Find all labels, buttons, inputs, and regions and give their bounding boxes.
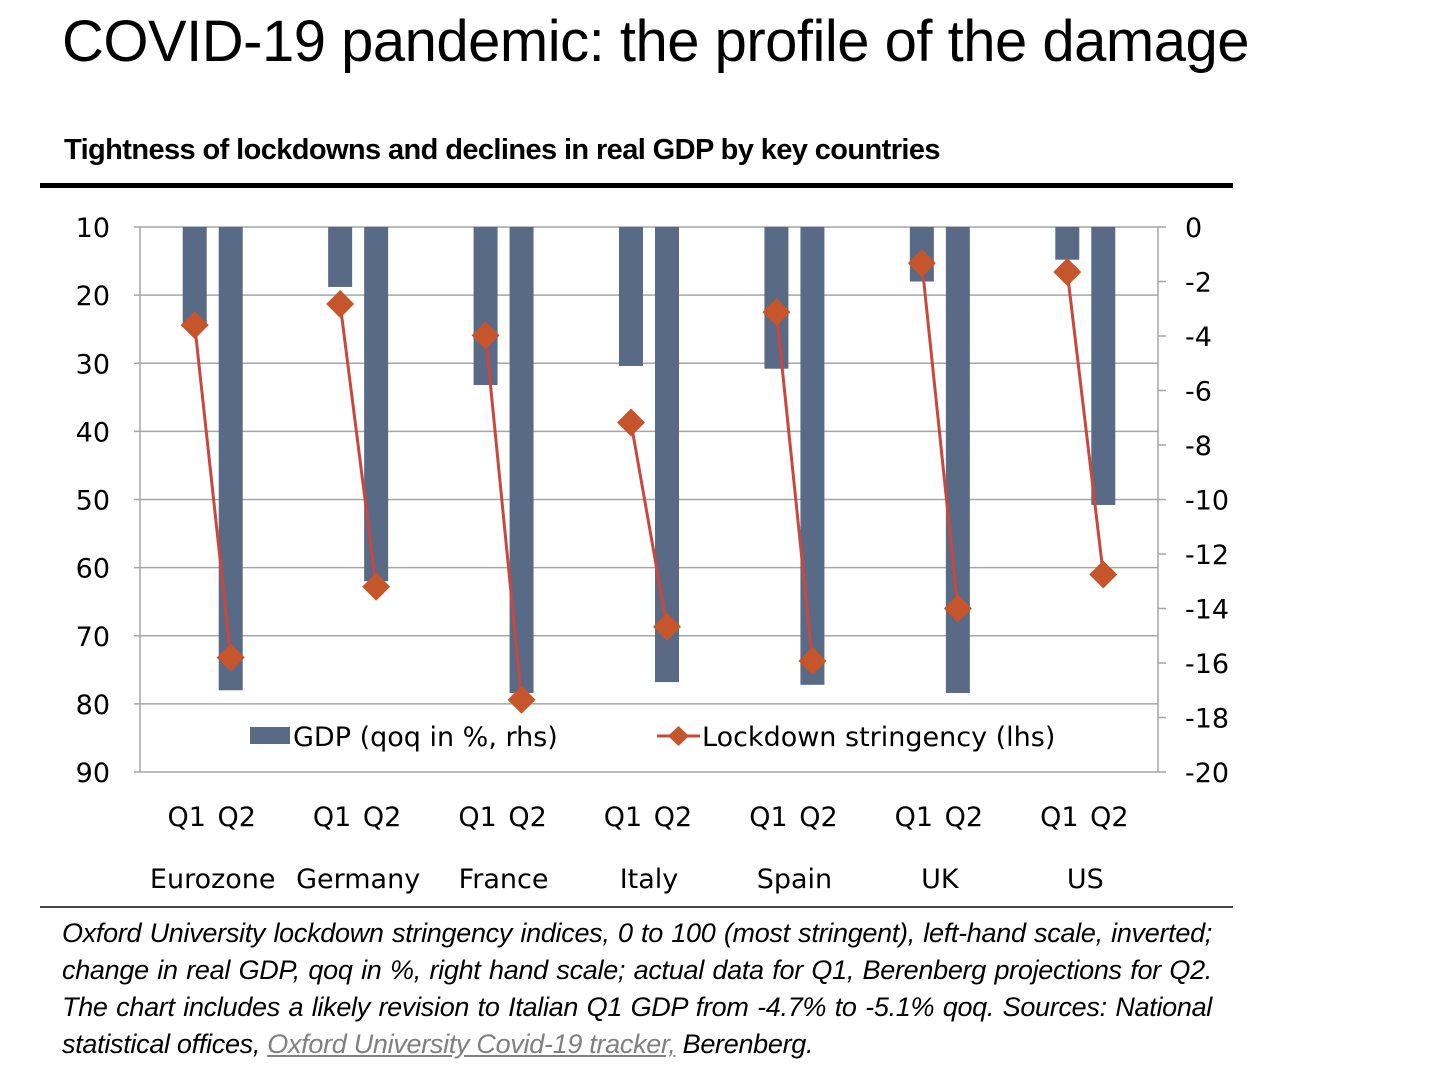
gdp-bar-france-q1 <box>473 227 498 386</box>
left-tick-label: 40 <box>76 417 110 448</box>
legend: GDP (qoq in %, rhs) Lockdown stringency … <box>250 722 1055 753</box>
right-tick-label: -12 <box>1185 540 1229 571</box>
left-tick-label: 80 <box>76 690 110 721</box>
right-tick-label: -18 <box>1185 704 1229 735</box>
left-tick-label: 10 <box>76 213 110 244</box>
quarter-label: Q2 <box>363 802 401 833</box>
left-tick-label: 70 <box>76 622 110 653</box>
stringency-marker-spain-q2 <box>798 646 827 675</box>
quarter-label: Q1 <box>749 802 787 833</box>
right-tick-label: -14 <box>1185 595 1229 626</box>
country-label: UK <box>921 864 960 895</box>
stringency-marker-france-q1 <box>471 321 500 350</box>
stringency-markers <box>180 249 1118 714</box>
legend-stringency-label: Lockdown stringency (lhs) <box>702 722 1055 753</box>
left-tick-label: 30 <box>76 349 110 380</box>
chart-subtitle: Tightness of lockdowns and declines in r… <box>64 134 941 166</box>
quarter-label: Q2 <box>945 802 983 833</box>
page-title: COVID-19 pandemic: the profile of the da… <box>62 9 1250 74</box>
stringency-marker-eurozone-q2 <box>216 643 245 672</box>
quarter-label: Q1 <box>604 802 642 833</box>
stringency-lines <box>193 262 1105 700</box>
quarter-label: Q2 <box>1090 802 1128 833</box>
right-axis-ticks: 0 -2 -4 -6 -8 -10 -12 -14 -16 -18 -20 <box>1158 213 1229 789</box>
gdp-bar-us-q1 <box>1055 227 1080 260</box>
left-tick-label: 20 <box>76 281 110 312</box>
stringency-marker-germany-q2 <box>362 572 391 601</box>
footnote: Oxford University lockdown stringency in… <box>62 915 1212 1063</box>
right-tick-label: -10 <box>1185 486 1229 517</box>
legend-gdp-label: GDP (qoq in %, rhs) <box>293 722 558 753</box>
stringency-line-spain <box>774 312 814 662</box>
legend-gdp-swatch <box>250 727 290 744</box>
stringency-marker-us-q1 <box>1053 257 1082 286</box>
stringency-marker-spain-q1 <box>762 298 791 327</box>
oxford-tracker-link[interactable]: Oxford University Covid-19 tracker, <box>267 1029 676 1059</box>
footnote-text-end: Berenberg. <box>675 1029 814 1059</box>
stringency-marker-uk-q2 <box>943 594 972 623</box>
stringency-marker-us-q2 <box>1089 560 1118 589</box>
chart: 10 20 30 40 50 60 70 80 90 0 -2 -4 -6 -8 -10 -12 -14 -16… <box>76 213 1229 895</box>
stringency-marker-italy-q1 <box>617 408 645 437</box>
quarter-label: Q2 <box>799 802 837 833</box>
stringency-line-us <box>1065 271 1105 575</box>
right-tick-label: -8 <box>1185 431 1212 462</box>
top-divider <box>40 183 1233 188</box>
x-axis-labels: Q1 Q2 Eurozone Q1 Q2 Germany Q1 Q2 France Q1 Q2 Ita… <box>150 802 1129 895</box>
quarter-label: Q2 <box>508 802 546 833</box>
country-label: Eurozone <box>150 864 276 895</box>
quarter-label: Q2 <box>654 802 692 833</box>
gridlines <box>140 226 1158 705</box>
stringency-marker-eurozone-q1 <box>180 311 209 340</box>
gdp-bar-france-q2 <box>509 227 534 693</box>
quarter-label: Q1 <box>895 802 933 833</box>
gdp-bar-eurozone-q2 <box>218 227 243 691</box>
country-label: Italy <box>620 864 679 895</box>
left-axis-ticks: 10 20 30 40 50 60 70 80 90 <box>76 213 140 789</box>
right-tick-label: -6 <box>1185 377 1212 408</box>
quarter-label: Q1 <box>167 802 205 833</box>
right-tick-label: -4 <box>1185 322 1212 353</box>
quarter-label: Q1 <box>313 802 351 833</box>
quarter-label: Q1 <box>458 802 496 833</box>
legend-stringency-marker-swatch <box>668 726 689 746</box>
right-tick-label: -2 <box>1185 268 1212 299</box>
gdp-bar-spain-q1 <box>764 227 789 369</box>
bottom-divider <box>40 906 1233 908</box>
gdp-bar-germany-q1 <box>328 227 353 287</box>
gdp-bar-italy-q2 <box>655 227 679 683</box>
stringency-marker-italy-q2 <box>653 612 681 641</box>
gdp-bar-us-q2 <box>1091 227 1116 505</box>
gdp-bar-spain-q2 <box>800 227 825 685</box>
quarter-label: Q1 <box>1040 802 1078 833</box>
gdp-bars <box>182 227 1116 693</box>
stringency-line-germany <box>338 303 378 587</box>
gdp-bar-uk-q2 <box>945 227 970 693</box>
country-label: France <box>459 864 549 895</box>
right-tick-label: -20 <box>1185 758 1229 789</box>
stringency-marker-uk-q1 <box>907 249 936 278</box>
stringency-line-eurozone <box>193 324 233 658</box>
left-tick-label: 60 <box>76 554 110 585</box>
quarter-label: Q2 <box>217 802 255 833</box>
left-tick-label: 50 <box>76 486 110 517</box>
stringency-line-uk <box>920 262 960 609</box>
gdp-bar-italy-q1 <box>619 227 643 366</box>
country-label: Spain <box>757 864 832 895</box>
stringency-line-italy <box>629 422 669 628</box>
stringency-line-france <box>484 335 524 700</box>
gdp-bar-eurozone-q1 <box>182 227 207 326</box>
right-tick-label: 0 <box>1185 213 1202 244</box>
right-tick-label: -16 <box>1185 649 1229 680</box>
stringency-marker-france-q2 <box>507 685 536 714</box>
footnote-text: Oxford University lockdown stringency in… <box>62 918 1212 1059</box>
country-label: Germany <box>296 864 420 895</box>
stringency-marker-germany-q1 <box>326 289 355 318</box>
country-label: US <box>1067 864 1104 895</box>
left-tick-label: 90 <box>76 758 110 789</box>
